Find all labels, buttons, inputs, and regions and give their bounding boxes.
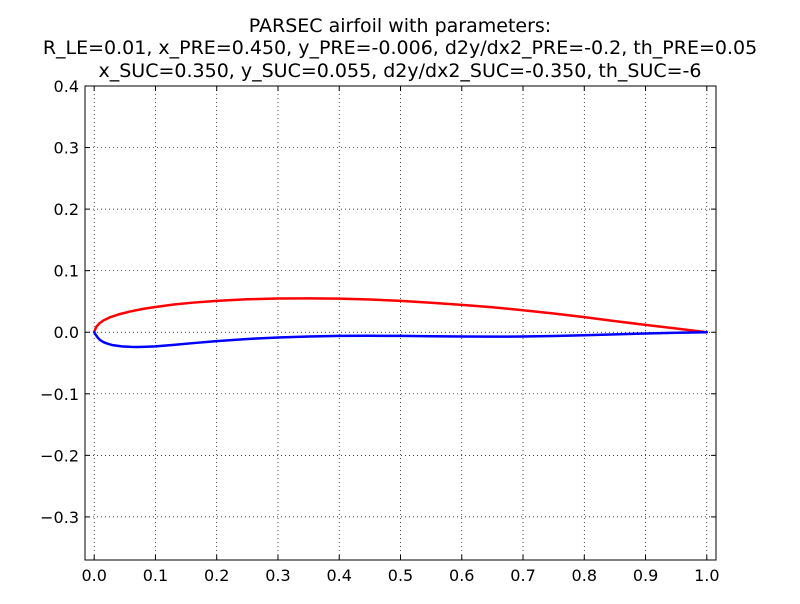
chart-title-line-3: x_SUC=0.350, y_SUC=0.055, d2y/dx2_SUC=-0… bbox=[99, 60, 702, 82]
upper-surface-line bbox=[92, 297, 709, 334]
y-tick-label: 0.1 bbox=[54, 262, 79, 281]
y-tick-label: −0.3 bbox=[40, 508, 79, 527]
grid-lines bbox=[85, 85, 716, 560]
x-tick-label: 0.4 bbox=[327, 566, 352, 585]
chart-title-line-1: PARSEC airfoil with parameters: bbox=[249, 15, 551, 37]
y-tick-label: 0.2 bbox=[54, 200, 79, 219]
y-tick-label: 0.3 bbox=[54, 139, 79, 158]
y-tick-label: −0.2 bbox=[40, 446, 79, 465]
y-tick-labels: 0.4 0.3 0.2 0.1 0.0 −0.1 −0.2 −0.3 bbox=[40, 77, 79, 527]
x-tick-label: 0.5 bbox=[388, 566, 413, 585]
x-tick-label: 0.6 bbox=[449, 566, 474, 585]
plot-frame bbox=[84, 85, 717, 561]
series-lines bbox=[92, 297, 709, 349]
chart-title: PARSEC airfoil with parameters: R_LE=0.0… bbox=[43, 15, 757, 82]
x-tick-label: 0.2 bbox=[204, 566, 229, 585]
x-tick-label: 0.3 bbox=[265, 566, 290, 585]
lower-surface-line bbox=[92, 330, 709, 349]
chart-title-line-2: R_LE=0.01, x_PRE=0.450, y_PRE=-0.006, d2… bbox=[43, 37, 757, 59]
x-tick-label: 0.1 bbox=[143, 566, 168, 585]
x-tick-label: 0.8 bbox=[572, 566, 597, 585]
x-tick-label: 1.0 bbox=[694, 566, 719, 585]
y-tick-label: 0.0 bbox=[54, 323, 79, 342]
x-tick-labels: 0.0 0.1 0.2 0.3 0.4 0.5 0.6 0.7 0.8 0.9 1.0 bbox=[81, 566, 719, 585]
x-tick-label: 0.7 bbox=[510, 566, 535, 585]
y-tick-label: −0.1 bbox=[40, 385, 79, 404]
y-tick-label: 0.4 bbox=[54, 77, 79, 96]
x-tick-label: 0.9 bbox=[633, 566, 658, 585]
x-tick-label: 0.0 bbox=[81, 566, 106, 585]
axis-ticks bbox=[85, 85, 716, 560]
